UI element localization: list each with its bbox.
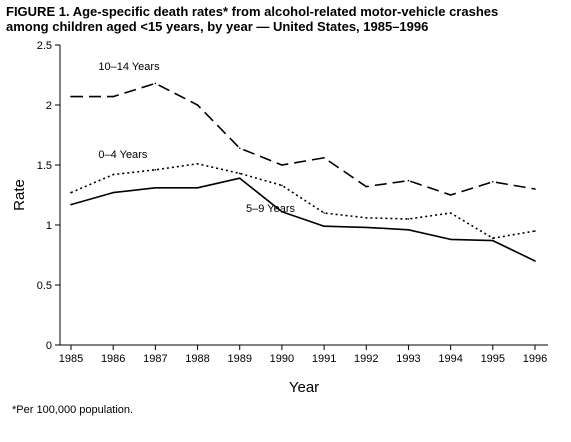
data-point [238,177,241,179]
data-point [196,163,199,165]
data-point [154,169,157,171]
data-point [154,82,157,85]
y-tick-label: 2.5 [37,40,52,52]
x-tick-label: 1985 [59,353,83,365]
chart-title-line-2: among children aged <15 years, by year —… [6,19,429,34]
data-point [449,238,452,241]
data-point [534,230,536,232]
series-label-1: 10–14 Years [98,61,160,73]
data-point [492,181,494,183]
y-tick-label: 1 [46,220,52,232]
data-point [154,187,157,189]
x-tick-label: 1996 [523,353,547,365]
x-tick-label: 1994 [438,353,462,365]
x-tick-label: 1993 [396,353,420,365]
y-axis-title: Rate [11,179,28,211]
chart-series [70,82,536,262]
data-point [238,172,241,175]
chart-title-line-1: FIGURE 1. Age-specific death rates* from… [6,4,499,19]
x-tick-label: 1995 [481,353,505,365]
x-tick-label: 1992 [354,353,378,365]
chart-axes [59,45,548,346]
series-label-3: 5–9 Years [246,203,295,215]
data-point [196,104,199,106]
data-point [323,225,325,227]
data-point [365,217,368,219]
y-tick-label: 0.5 [37,280,52,292]
series-line-3 [70,177,536,262]
x-tick-label: 1990 [270,353,294,365]
data-point [70,203,72,206]
data-point [112,173,114,176]
data-point [281,164,283,166]
data-point [281,211,283,213]
data-point [112,191,114,194]
data-point [407,179,410,182]
data-point [323,157,325,159]
footnote: *Per 100,000 population. [12,404,134,416]
data-point [365,185,368,188]
data-point [365,226,368,229]
y-tick-label: 0 [46,340,52,352]
data-point [281,184,283,187]
chart-title: FIGURE 1. Age-specific death rates* from… [6,4,566,34]
x-axis-title: Year [289,379,319,396]
y-tick-label: 2 [46,100,52,112]
series-line-1 [71,82,536,196]
y-tick-label: 1.5 [37,160,52,172]
data-point [70,191,72,194]
data-point [196,187,199,189]
data-point [534,260,536,262]
x-tick-label: 1987 [143,353,167,365]
series-label-2: 0–4 Years [98,149,147,161]
chart-ticks: 0 0.5 1 1.5 2 2.5 1985 1986 1987 1988 1989 1990 1991… [37,40,548,365]
data-point [112,95,114,98]
data-point [323,212,325,214]
data-point [407,218,410,220]
data-point [449,194,452,196]
x-tick-label: 1991 [312,353,336,365]
data-point [534,188,536,190]
data-point [449,212,452,214]
data-point [492,237,494,239]
x-tick-label: 1988 [185,353,209,365]
data-point [70,95,72,98]
x-tick-label: 1989 [227,353,251,365]
data-point [407,229,410,231]
chart-labels: Year Rate 10–14 Years 0–4 Years 5–9 Years [11,61,319,396]
x-tick-label: 1986 [101,353,125,365]
data-point [238,147,241,149]
series-line-2 [70,163,536,239]
data-point [492,239,494,242]
